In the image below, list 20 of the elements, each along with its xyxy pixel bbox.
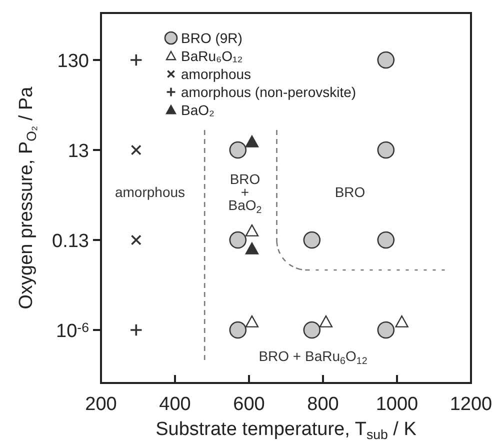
legend-label: amorphous xyxy=(181,66,252,82)
x-tick-label: 800 xyxy=(307,394,339,415)
legend-label: amorphous (non-perovskite) xyxy=(181,84,356,100)
x-axis-title: Substrate temperature, T$_{sub}$ / K xyxy=(156,419,417,442)
x-tick-label: 400 xyxy=(159,394,191,415)
annotation: BRO + BaRu$_{6}$O$_{12}$ xyxy=(258,348,368,367)
annotation: amorphous xyxy=(114,184,186,200)
y-tick-label: 130 xyxy=(57,51,89,72)
annotation: BRO xyxy=(334,184,366,200)
y-tick-label: 0.13 xyxy=(52,231,89,252)
y-tick-label: 13 xyxy=(68,141,89,162)
x-tick-label: 600 xyxy=(233,394,265,415)
y-tick-label: 10$^{-6}$ xyxy=(56,320,89,342)
x-tick-label: 1000 xyxy=(376,394,418,415)
x-tick-label: 1200 xyxy=(450,394,492,415)
legend-label: BaRu₆O₁₂ xyxy=(181,48,243,64)
legend-label: BaO₂ xyxy=(181,102,214,118)
x-tick-label: 200 xyxy=(85,394,117,415)
legend-label: BRO (9R) xyxy=(181,30,242,46)
annotation: BRO + BaO$_{2}$ xyxy=(228,171,262,216)
